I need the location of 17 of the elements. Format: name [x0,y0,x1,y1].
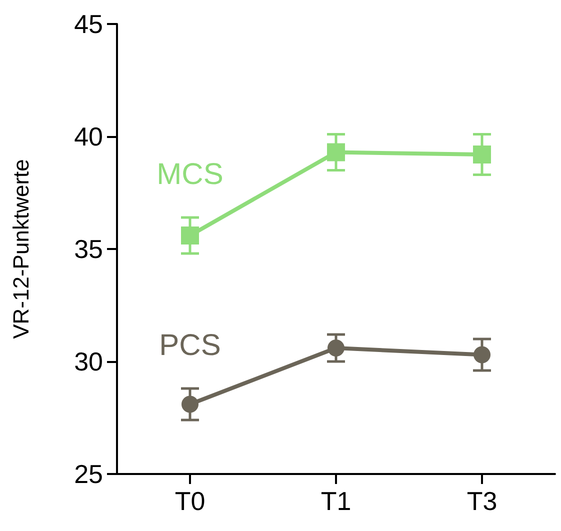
y-tick-label: 25 [74,459,103,489]
point [327,143,345,162]
y-tick-label: 40 [74,122,103,152]
point [328,340,344,356]
x-tick-label: T3 [466,486,498,516]
x-tick-label: T1 [320,486,352,516]
point [182,396,198,413]
point [474,346,490,364]
point [181,226,199,244]
y-tick-label: 45 [74,9,103,39]
x-tick-label: T0 [174,486,206,516]
y-tick-label: 30 [74,346,103,376]
point [473,146,491,164]
series-label: PCS [159,329,221,362]
y-tick-label: 35 [74,234,103,264]
series-label: MCS [156,158,224,191]
y-axis-title: VR-12-Punktwerte [8,159,34,339]
